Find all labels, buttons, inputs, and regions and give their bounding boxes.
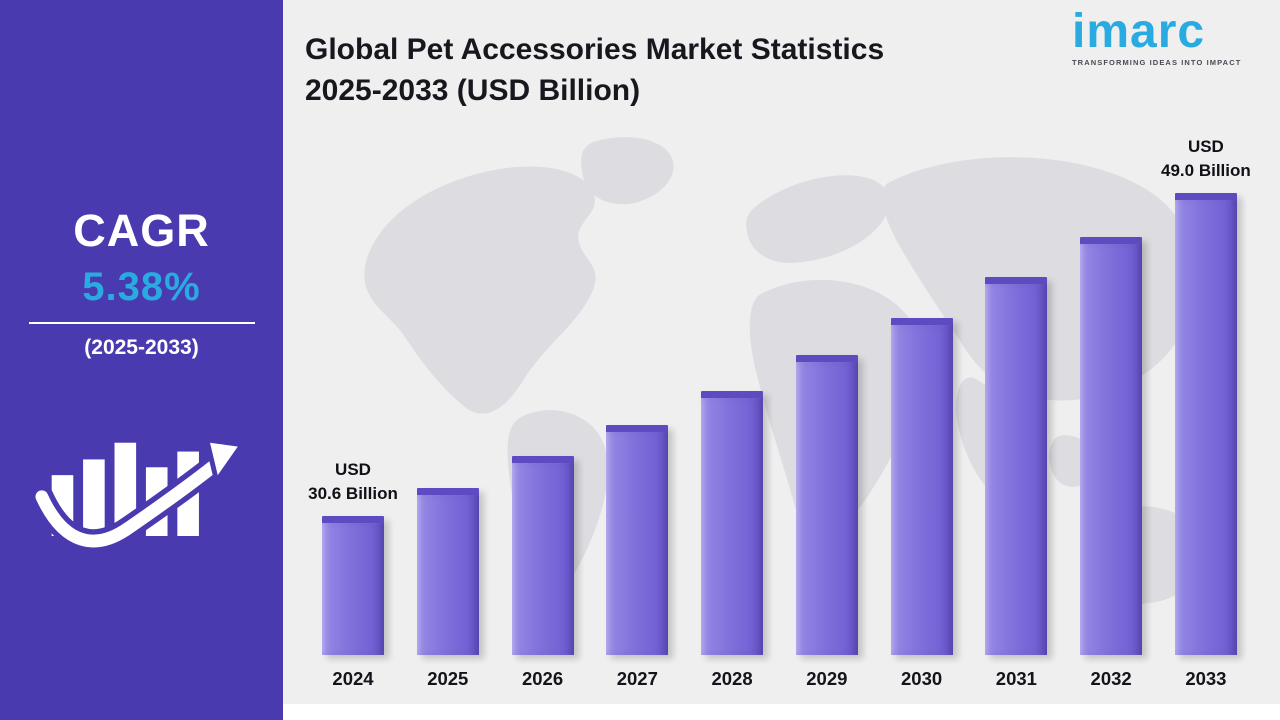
x-axis-label-2024: 2024 — [332, 668, 374, 689]
bar-column-2030: 2030 — [890, 318, 954, 703]
bar-2026 — [511, 456, 574, 655]
x-axis-label-2026: 2026 — [521, 668, 564, 689]
bar-column-2026: 2026 — [511, 456, 575, 703]
imarc-logo-text: imarc — [1072, 5, 1206, 58]
title-line-2: 2025-2033 (USD Billion) — [305, 73, 641, 107]
cagr-sidebar: CAGR 5.38% (2025-2033) — [0, 0, 283, 720]
imarc-logo: imarc TRANSFORMING IDEAS INTO IMPACT — [1072, 5, 1262, 68]
page-title: Global Pet Accessories Market Statistics… — [305, 30, 1065, 111]
x-axis-label-2033: 2033 — [1185, 668, 1227, 689]
bar-column-2029: 2029 — [795, 355, 859, 703]
bar-column-2033: USD 49.0 Billion 2033 — [1161, 135, 1251, 703]
bar-chart: USD 30.6 Billion 2024 2025 2026 2027 2028 2029 2… — [308, 83, 1251, 703]
bar-column-2031: 2031 — [984, 277, 1048, 703]
x-axis-label-2028: 2028 — [711, 668, 753, 689]
bar-2030 — [890, 318, 953, 655]
title-line-1: Global Pet Accessories Market Statistics — [305, 33, 885, 66]
bar-2033 — [1174, 193, 1237, 655]
x-axis-label-2029: 2029 — [806, 668, 848, 689]
x-axis-label-2027: 2027 — [616, 668, 658, 689]
bar-value-label: USD 49.0 Billion — [1161, 136, 1251, 181]
bar-2029 — [795, 355, 858, 655]
bar-column-2028: 2028 — [700, 391, 764, 703]
divider — [28, 322, 255, 324]
x-axis-label-2031: 2031 — [995, 668, 1037, 689]
x-axis-label-2025: 2025 — [427, 668, 469, 689]
bar-column-2032: 2032 — [1079, 237, 1143, 703]
bar-value-label: USD 30.6 Billion — [308, 459, 398, 504]
growth-chart-icon — [33, 436, 246, 553]
chart-panel: Global Pet Accessories Market Statistics… — [283, 0, 1280, 720]
imarc-logo-tagline: TRANSFORMING IDEAS INTO IMPACT — [1072, 58, 1242, 67]
bar-2028 — [701, 391, 764, 655]
cagr-period: (2025-2033) — [84, 336, 199, 359]
bar-column-2027: 2027 — [605, 425, 669, 703]
bar-2031 — [985, 277, 1048, 655]
x-axis-label-2030: 2030 — [901, 668, 943, 689]
cagr-value: 5.38% — [82, 265, 201, 309]
cagr-label: CAGR — [73, 205, 210, 256]
x-axis-label-2032: 2032 — [1090, 668, 1132, 689]
bar-2024 — [322, 516, 384, 655]
bar-column-2024: USD 30.6 Billion 2024 — [308, 458, 398, 703]
bar-column-2025: 2025 — [416, 488, 480, 703]
bar-2032 — [1080, 237, 1143, 655]
bottom-strip — [283, 704, 1280, 720]
bar-2025 — [416, 488, 479, 655]
bar-2027 — [606, 425, 669, 655]
